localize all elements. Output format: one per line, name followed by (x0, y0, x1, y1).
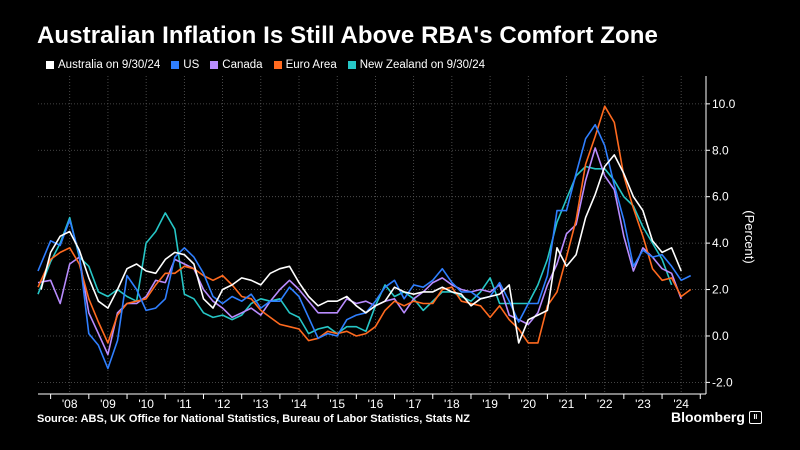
legend-item-euro-area: Euro Area (273, 59, 337, 71)
bloomberg-logo: Bloomberg ΙΙ (671, 409, 762, 425)
y-tick-label: 6.0 (712, 190, 729, 204)
legend-label-us: US (183, 59, 200, 71)
x-tick-label: '23 (635, 397, 651, 411)
x-tick-label: '09 (100, 397, 116, 411)
legend-swatch-new-zealand (347, 61, 356, 69)
source-note: Source: ABS, UK Office for National Stat… (37, 413, 470, 425)
series-line-new-zealand (37, 165, 673, 335)
x-tick-label: '21 (559, 397, 575, 411)
grid-lines (38, 76, 706, 394)
series-line-euro-area (37, 105, 692, 344)
chart-legend: Australia on 9/30/24 US Canada Euro Area… (46, 59, 485, 71)
brand-mark-icon: ΙΙ (748, 410, 762, 424)
x-tick-label: '24 (673, 397, 689, 411)
x-tick-label: '20 (520, 397, 536, 411)
chart-title: Australian Inflation Is Still Above RBA'… (37, 22, 658, 49)
y-tick-label: 4.0 (712, 236, 729, 250)
x-tick-label: '17 (406, 397, 422, 411)
legend-label-australia: Australia on 9/30/24 (58, 59, 161, 71)
x-tick-label: '18 (444, 397, 460, 411)
x-tick-label: '13 (253, 397, 269, 411)
series-line-us (37, 123, 692, 370)
brand-name: Bloomberg (671, 409, 745, 425)
legend-swatch-euro-area (273, 61, 282, 69)
legend-swatch-australia (46, 61, 54, 69)
x-tick-label: '10 (138, 397, 154, 411)
legend-swatch-canada (210, 61, 219, 69)
legend-swatch-us (171, 61, 180, 69)
y-axis-label: (Percent) (742, 210, 757, 263)
y-tick-label: 8.0 (712, 143, 729, 157)
series-line-canada (37, 147, 682, 356)
y-tick-label: 2.0 (712, 283, 729, 297)
y-tick-label: 10.0 (712, 97, 736, 111)
x-tick-label: '19 (482, 397, 498, 411)
legend-item-new-zealand: New Zealand on 9/30/24 (347, 59, 486, 71)
series-line-australia (40, 154, 682, 344)
legend-label-canada: Canada (222, 59, 263, 71)
x-tick-label: '16 (368, 397, 384, 411)
legend-item-australia: Australia on 9/30/24 (46, 59, 160, 71)
series-lines (37, 105, 692, 370)
x-tick-label: '15 (329, 397, 345, 411)
legend-label-euro-area: Euro Area (285, 59, 337, 71)
legend-item-canada: Canada (210, 59, 263, 71)
x-tick-label: '22 (597, 397, 613, 411)
x-tick-label: '12 (215, 397, 231, 411)
legend-item-us: US (171, 59, 199, 71)
axes: -2.0 0.0 2.0 4.0 6.0 8.0 10.0 '08 '09 '10 '11 '12 '1… (38, 76, 736, 411)
x-tick-label: '08 (62, 397, 78, 411)
x-tick-label: '14 (291, 397, 307, 411)
x-tick-label: '11 (177, 397, 192, 411)
legend-label-new-zealand: New Zealand on 9/30/24 (359, 59, 486, 71)
y-tick-label: -2.0 (712, 375, 733, 389)
y-tick-label: 0.0 (712, 329, 729, 343)
